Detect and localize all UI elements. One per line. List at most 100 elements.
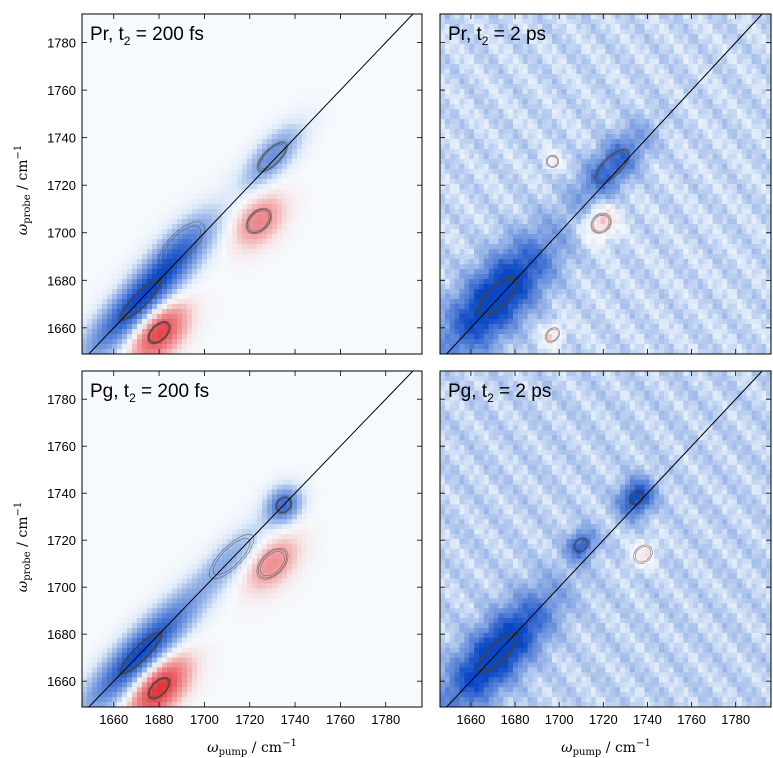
heatmap-cell: [192, 64, 198, 70]
heatmap-cell: [182, 99, 188, 105]
heatmap-cell: [262, 189, 268, 195]
heatmap-cell: [312, 344, 318, 350]
heatmap-cell: [197, 224, 203, 230]
heatmap-cell: [407, 234, 413, 240]
heatmap-cell: [122, 49, 128, 55]
heatmap-cell: [112, 59, 118, 65]
heatmap-cell: [122, 199, 128, 205]
heatmap-cell: [332, 99, 338, 105]
heatmap-cell: [147, 99, 153, 105]
heatmap-cell: [302, 229, 308, 235]
heatmap-cell: [217, 259, 223, 265]
heatmap-cell: [307, 19, 313, 25]
heatmap-cell: [277, 169, 283, 175]
heatmap-cell: [167, 84, 173, 90]
heatmap-cell: [147, 64, 153, 70]
heatmap-cell: [247, 209, 253, 215]
heatmap-cell: [402, 169, 408, 175]
heatmap-cell: [322, 259, 328, 265]
heatmap-cell: [367, 139, 373, 145]
heatmap-cell: [402, 39, 408, 45]
heatmap-cell: [342, 104, 348, 110]
heatmap-cell: [127, 204, 133, 210]
heatmap-cell: [387, 44, 393, 50]
heatmap-cell: [377, 44, 383, 50]
heatmap-cell: [117, 24, 123, 30]
heatmap-cell: [292, 169, 298, 175]
heatmap-cell: [232, 244, 238, 250]
heatmap-cell: [197, 109, 203, 115]
heatmap-cell: [237, 99, 243, 105]
heatmap-cell: [332, 124, 338, 130]
heatmap-cell: [352, 34, 358, 40]
heatmap-cell: [317, 199, 323, 205]
heatmap-cell: [267, 294, 273, 300]
heatmap-cell: [712, 19, 719, 25]
heatmap-cell: [357, 219, 363, 225]
heatmap-cell: [172, 344, 178, 350]
heatmap-cell: [382, 279, 388, 285]
heatmap-cell: [172, 334, 178, 340]
heatmap-cell: [222, 344, 228, 350]
heatmap-cell: [232, 344, 238, 350]
heatmap-cell: [377, 74, 383, 80]
heatmap-cell: [302, 179, 308, 185]
heatmap-cell: [107, 64, 113, 70]
heatmap-cell: [392, 124, 398, 130]
heatmap-cell: [102, 69, 108, 75]
heatmap-cell: [237, 264, 243, 270]
heatmap-cell: [342, 119, 348, 125]
heatmap-cell: [367, 39, 373, 45]
heatmap-cell: [147, 144, 153, 150]
heatmap-cell: [312, 124, 318, 130]
heatmap-cell: [302, 344, 308, 350]
heatmap-cell: [302, 274, 308, 280]
heatmap-cell: [392, 99, 398, 105]
heatmap-cell: [252, 269, 258, 275]
heatmap-cell: [292, 319, 298, 325]
heatmap-cell: [327, 234, 333, 240]
heatmap-cell: [387, 214, 393, 220]
heatmap-cell: [322, 169, 328, 175]
heatmap-cell: [412, 169, 418, 175]
heatmap-cell: [202, 319, 208, 325]
heatmap-cell: [132, 309, 138, 315]
heatmap-cell: [87, 74, 93, 80]
heatmap-cell: [352, 224, 358, 230]
heatmap-cell: [317, 179, 323, 185]
heatmap-cell: [142, 314, 148, 320]
heatmap-cell: [317, 124, 323, 130]
heatmap-cell: [237, 139, 243, 145]
heatmap-cell: [87, 209, 93, 215]
heatmap-cell: [177, 164, 183, 170]
heatmap-cell: [102, 14, 108, 20]
heatmap-cell: [202, 109, 208, 115]
heatmap-cell: [282, 24, 288, 30]
heatmap-cell: [417, 59, 422, 65]
heatmap-cell: [202, 14, 208, 20]
heatmap-cell: [117, 99, 123, 105]
heatmap-cell: [177, 239, 183, 245]
heatmap-cell: [192, 234, 198, 240]
heatmap-cell: [142, 39, 148, 45]
heatmap-cell: [322, 124, 328, 130]
heatmap-cell: [302, 34, 308, 40]
heatmap-cell: [649, 29, 655, 35]
heatmap-cell: [302, 149, 308, 155]
heatmap-cell: [257, 289, 263, 295]
heatmap-cell: [417, 289, 422, 295]
heatmap-cell: [397, 329, 403, 335]
heatmap-cell: [227, 99, 233, 105]
heatmap-cell: [252, 329, 258, 335]
heatmap-cell: [362, 164, 368, 170]
heatmap-cell: [252, 339, 258, 345]
heatmap-cell: [337, 169, 343, 175]
heatmap-cell: [217, 239, 223, 245]
heatmap-cell: [107, 104, 113, 110]
heatmap-cell: [527, 29, 534, 35]
heatmap-cell: [673, 19, 680, 25]
heatmap-cell: [292, 209, 298, 215]
heatmap-cell: [227, 34, 233, 40]
heatmap-cell: [571, 29, 577, 35]
heatmap-cell: [137, 19, 143, 25]
